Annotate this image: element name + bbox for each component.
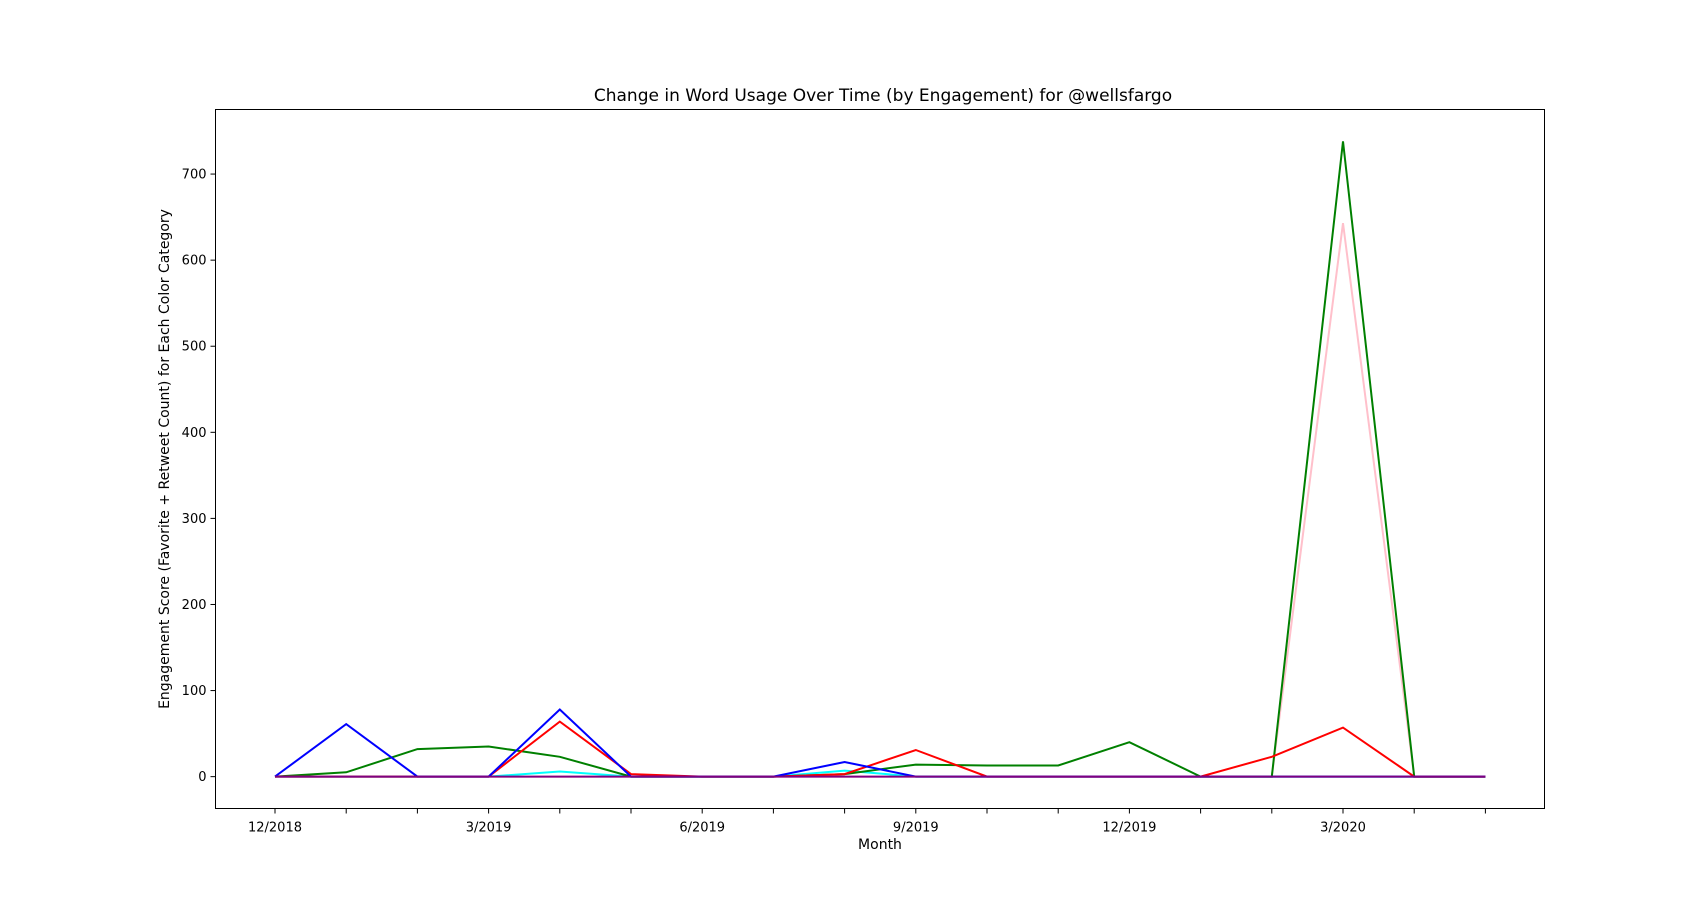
x-axis-label: Month: [858, 837, 902, 853]
y-axis: 0 100 200 300 400 500 600 700: [182, 168, 216, 785]
y-tick-label: 100: [182, 684, 207, 699]
y-tick-label: 700: [182, 168, 207, 183]
y-tick-label: 200: [182, 598, 207, 613]
x-tick-label: 12/2018: [248, 821, 302, 836]
series-line-3: [274, 141, 1486, 778]
y-tick-label: 400: [182, 426, 207, 441]
y-tick-label: 600: [182, 254, 207, 269]
x-tick-label: 3/2019: [466, 821, 512, 836]
x-tick-label: 12/2019: [1102, 821, 1156, 836]
y-tick-label: 300: [182, 512, 207, 527]
plot-area-frame: [215, 109, 1545, 809]
y-tick-label: 500: [182, 340, 207, 355]
series-line-1: [275, 222, 1486, 778]
y-axis-label: Engagement Score (Favorite + Retweet Cou…: [157, 209, 173, 709]
x-tick-label: 3/2020: [1320, 821, 1366, 836]
y-tick-label: 0: [198, 770, 206, 785]
x-tick-label: 9/2019: [893, 821, 939, 836]
x-axis: 12/2018 3/2019 6/2019 9/2019 12/2019 3/2020: [248, 808, 1486, 836]
x-tick-label: 6/2019: [679, 821, 725, 836]
series-lines: [274, 141, 1486, 778]
chart-title: Change in Word Usage Over Time (by Engag…: [594, 86, 1172, 106]
